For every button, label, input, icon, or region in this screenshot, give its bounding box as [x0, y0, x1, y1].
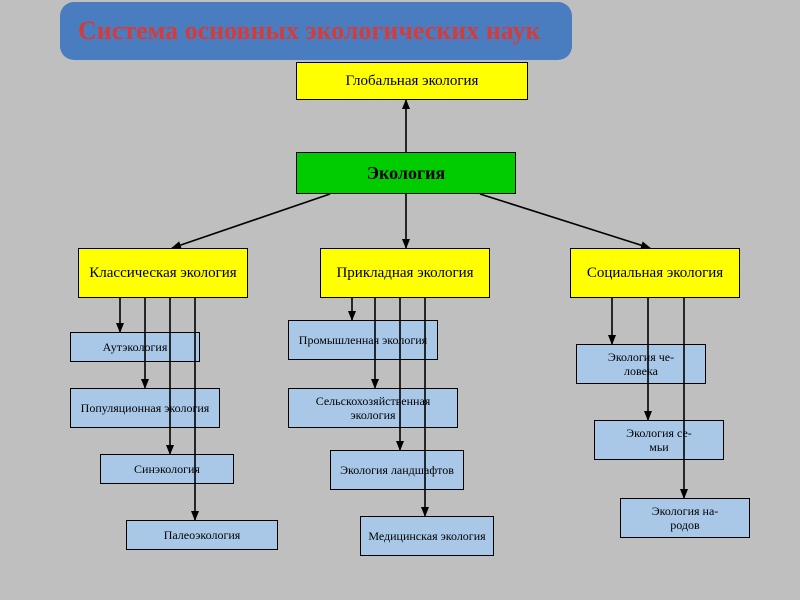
- node-indust: Промышленная экология: [288, 320, 438, 360]
- node-label: Глобальная экология: [346, 72, 479, 90]
- node-label: Классическая экология: [89, 264, 236, 282]
- node-label: Экология на- родов: [652, 504, 719, 533]
- node-label: Популяционная экология: [81, 401, 210, 415]
- node-label: Социальная экология: [587, 264, 723, 282]
- node-label: Синэкология: [134, 462, 200, 476]
- node-paleo: Палеоэкология: [126, 520, 278, 550]
- node-aut: Аутэкология: [70, 332, 200, 362]
- node-pop: Популяционная экология: [70, 388, 220, 428]
- node-med: Медицинская экология: [360, 516, 494, 556]
- node-label: Медицинская экология: [368, 529, 485, 543]
- node-ecology: Экология: [296, 152, 516, 194]
- node-family: Экология се- мьи: [594, 420, 724, 460]
- node-label: Сельскохозяйственная экология: [293, 394, 453, 423]
- node-label: Палеоэкология: [164, 528, 241, 542]
- node-label: Экология: [367, 163, 446, 184]
- node-syn: Синэкология: [100, 454, 234, 484]
- node-agri: Сельскохозяйственная экология: [288, 388, 458, 428]
- node-label: Прикладная экология: [336, 264, 473, 282]
- node-human: Экология че- ловека: [576, 344, 706, 384]
- node-label: Экология се- мьи: [626, 426, 692, 455]
- node-applied: Прикладная экология: [320, 248, 490, 298]
- title-banner: Система основных экологических наук: [60, 2, 572, 60]
- node-global: Глобальная экология: [296, 62, 528, 100]
- edge-ecology-social: [480, 194, 650, 248]
- node-people: Экология на- родов: [620, 498, 750, 538]
- node-social: Социальная экология: [570, 248, 740, 298]
- node-label: Экология че- ловека: [608, 350, 674, 379]
- node-label: Аутэкология: [103, 340, 168, 354]
- node-label: Экология ландшафтов: [340, 463, 454, 477]
- node-classic: Классическая экология: [78, 248, 248, 298]
- node-land: Экология ландшафтов: [330, 450, 464, 490]
- edge-ecology-classic: [172, 194, 330, 248]
- node-label: Промышленная экология: [299, 333, 427, 347]
- title-text: Система основных экологических наук: [78, 17, 540, 44]
